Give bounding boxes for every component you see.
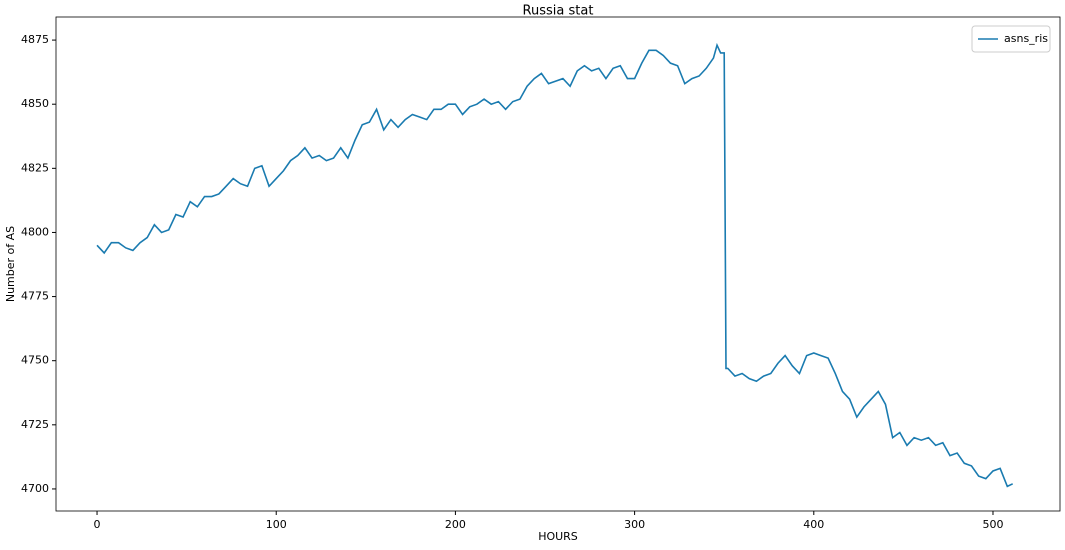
y-tick-label: 4875 — [21, 33, 49, 46]
y-tick-label: 4750 — [21, 354, 49, 367]
x-tick-label: 500 — [982, 518, 1003, 531]
x-tick-label: 0 — [94, 518, 101, 531]
line-series — [96, 42, 1014, 488]
y-tick-label: 4725 — [21, 418, 49, 431]
y-tick-label: 4800 — [21, 225, 49, 238]
plot-frame — [55, 16, 1061, 512]
x-tick-label: 300 — [624, 518, 645, 531]
x-tick-label: 100 — [266, 518, 287, 531]
legend-label: asns_ris — [1004, 32, 1048, 45]
y-tick-label: 4775 — [21, 290, 49, 303]
y-tick-label: 4850 — [21, 97, 49, 110]
y-tick-label: 4700 — [21, 482, 49, 495]
x-tick-label: 400 — [803, 518, 824, 531]
x-axis-label: HOURS — [538, 530, 578, 543]
y-tick-label: 4825 — [21, 161, 49, 174]
chart-title: Russia stat — [523, 4, 594, 19]
y-axis-label: Number of AS — [4, 226, 17, 302]
legend-box — [971, 25, 1051, 53]
x-tick-label: 200 — [445, 518, 466, 531]
